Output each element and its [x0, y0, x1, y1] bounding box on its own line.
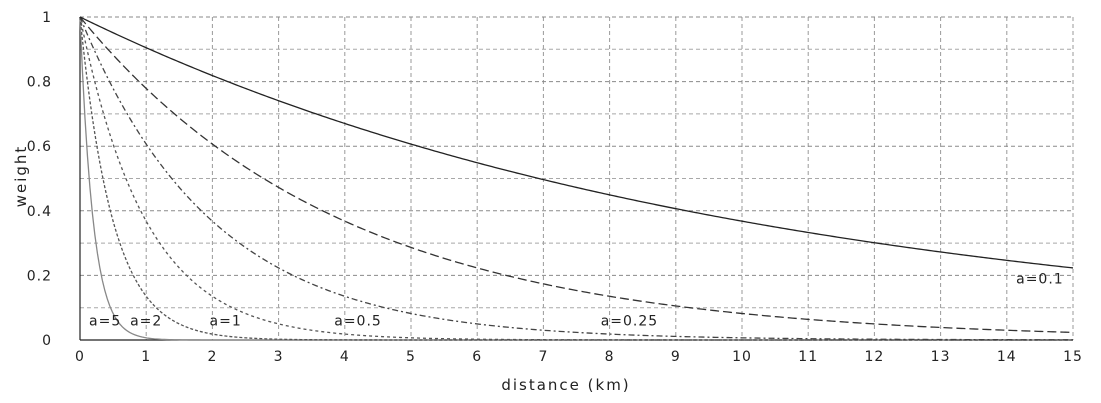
- x-tick-label: 2: [207, 349, 217, 365]
- x-tick-label: 11: [798, 349, 818, 365]
- x-tick-label: 5: [406, 349, 416, 365]
- y-tick-label: 0.6: [27, 139, 52, 155]
- x-tick-label: 3: [274, 349, 284, 365]
- y-tick-label: 0.2: [27, 268, 52, 284]
- curve-label: a=0.1: [1016, 271, 1064, 287]
- y-tick-label: 0.8: [27, 75, 52, 91]
- x-tick-label: 1: [141, 349, 151, 365]
- curve-label: a=5: [89, 313, 121, 329]
- x-tick-label: 9: [671, 349, 681, 365]
- curve-label: a=1: [210, 313, 242, 329]
- series-line-a-0-5: [79, 16, 1073, 341]
- annotation-layer: a=5 a=2 a=1 a=0.5 a=0.25 a=0.1: [89, 271, 1064, 329]
- grid-layer: [80, 16, 1074, 340]
- y-tick-label: 0.4: [27, 204, 52, 220]
- series-line-a-0-25: [79, 16, 1074, 334]
- series-line-a-0-1: [79, 16, 1074, 269]
- curve-label: a=2: [130, 313, 162, 329]
- x-tick-label: 6: [472, 349, 482, 365]
- x-axis-title: distance (km): [501, 376, 630, 394]
- series-layer: [79, 16, 1074, 341]
- curve-label: a=0.5: [334, 313, 382, 329]
- series-line-a-2: [79, 16, 1073, 341]
- curve-label: a=0.25: [601, 313, 658, 329]
- x-tick-label: 15: [1063, 349, 1083, 365]
- x-tick-label: 0: [75, 349, 85, 365]
- x-tick-label: 7: [538, 349, 548, 365]
- y-tick-label: 1: [42, 10, 52, 26]
- y-tick-label: 0: [42, 333, 52, 349]
- x-tick-label: 8: [605, 349, 615, 365]
- x-tick-label: 14: [997, 349, 1017, 365]
- x-tick-label: 13: [931, 349, 951, 365]
- x-tick-label: 10: [732, 349, 752, 365]
- x-tick-label: 12: [864, 349, 884, 365]
- x-tick-label: 4: [340, 349, 350, 365]
- y-axis-title: weight: [12, 145, 30, 208]
